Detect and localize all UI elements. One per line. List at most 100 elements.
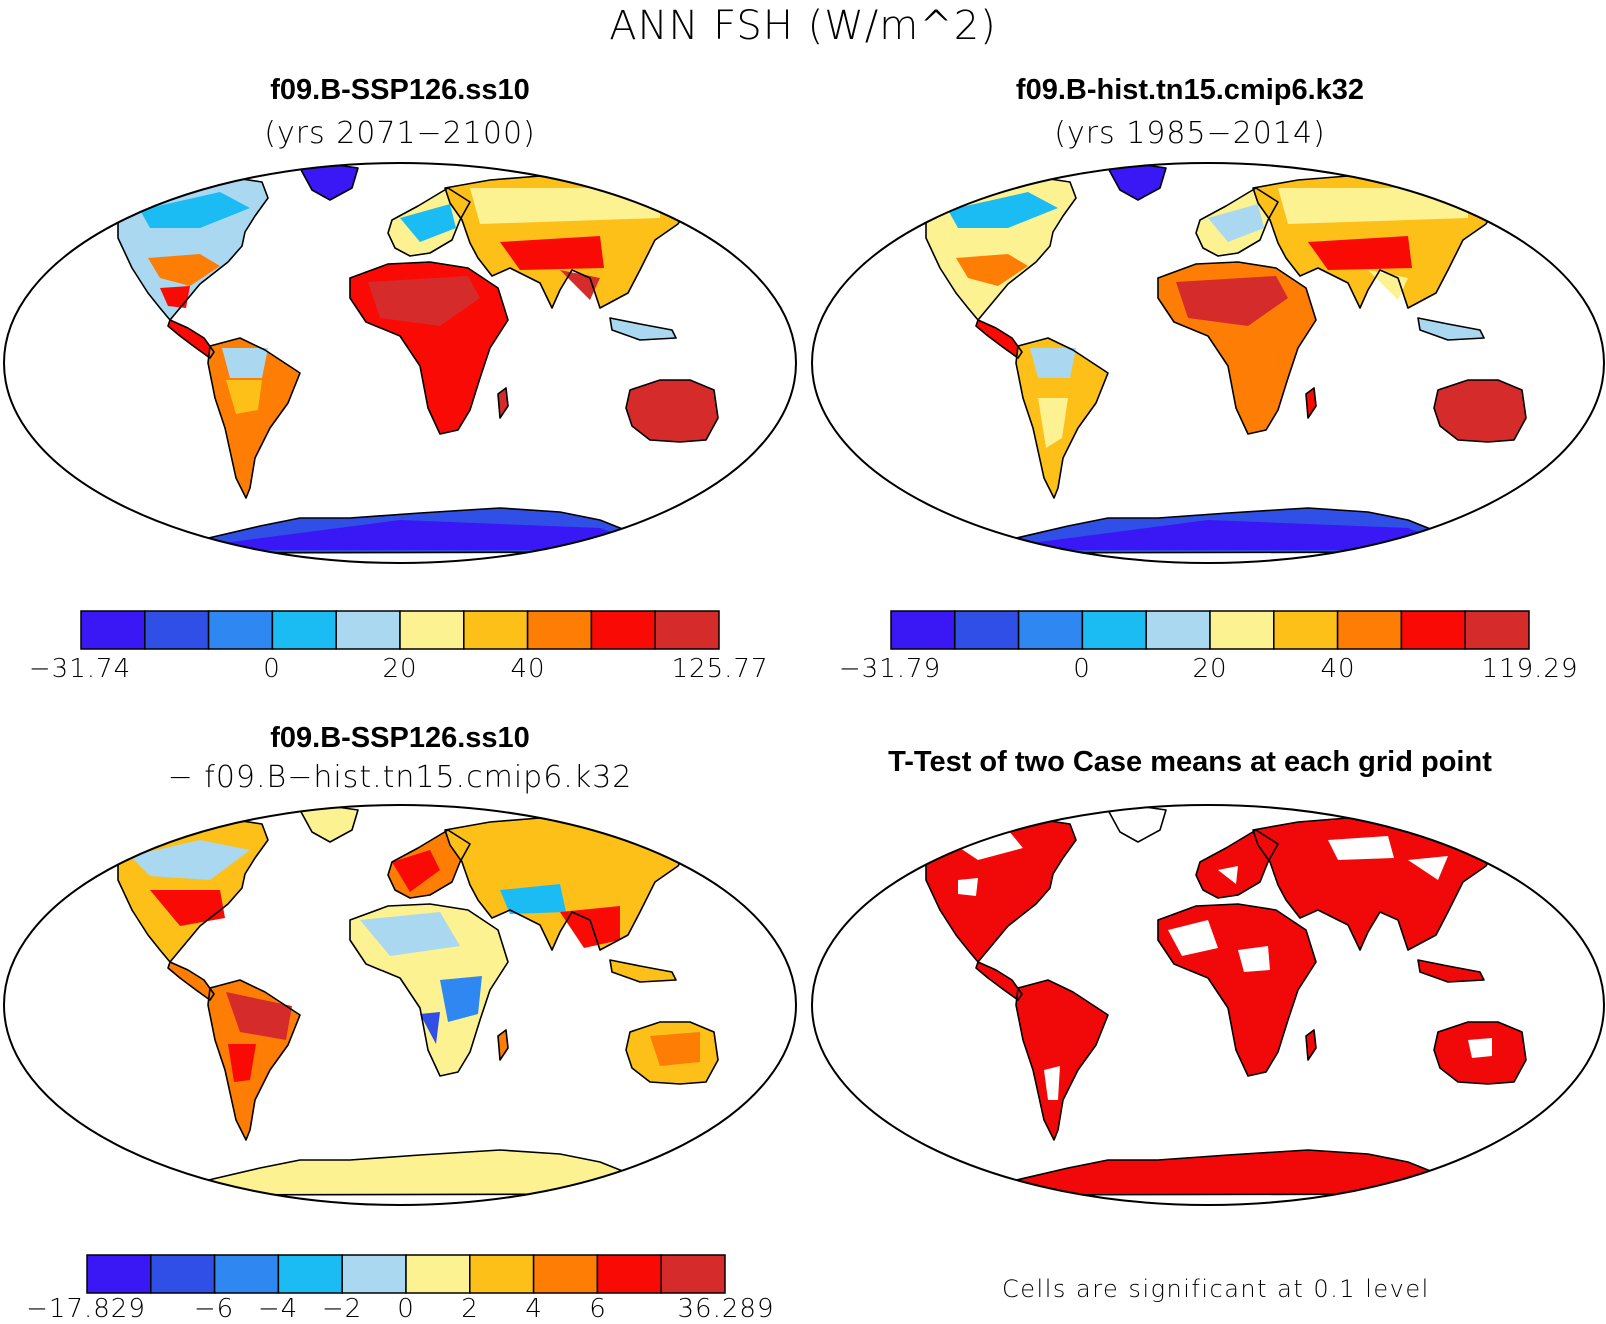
land-greenland <box>300 806 358 842</box>
field-patch <box>222 348 268 378</box>
colorbar-swatch <box>80 610 146 650</box>
field-patch <box>1208 204 1264 242</box>
colorbar-swatch <box>469 1254 535 1294</box>
case-panel-subtitle: (yrs 2071−2100) <box>264 116 536 151</box>
field-patch <box>1328 836 1394 860</box>
control-colorbar-label: 119.29 <box>1481 654 1579 684</box>
coastline-samerica <box>1015 337 1109 499</box>
field-patch <box>470 188 660 224</box>
field-patch <box>1044 1066 1060 1100</box>
colorbar-swatch <box>1336 610 1403 650</box>
coastline-samerica <box>1015 979 1109 1141</box>
colorbar-swatch <box>654 610 720 650</box>
field-patch <box>170 520 660 550</box>
field-patch <box>1408 856 1448 880</box>
coastline-samerica <box>207 979 301 1141</box>
control-panel-title: f09.B-hist.tn15.cmip6.k32 <box>1015 74 1365 106</box>
coastline-australia <box>1433 379 1527 443</box>
colorbar-swatch <box>463 610 529 650</box>
land-camerica <box>976 962 1022 1000</box>
field-patch <box>1168 920 1218 956</box>
colorbar-swatch <box>1081 610 1147 650</box>
coastline-australia <box>625 379 719 443</box>
case-colorbar-label: 0 <box>263 654 281 684</box>
case-colorbar-label: −31.74 <box>28 654 132 684</box>
field-patch <box>1038 398 1068 448</box>
map-land-layer <box>117 163 719 554</box>
case-map <box>3 162 797 564</box>
land-camerica <box>168 320 214 358</box>
difference-colorbar-label: 0 <box>397 1294 415 1324</box>
difference-colorbar-label: −4 <box>257 1294 299 1324</box>
colorbar-swatch <box>1273 610 1339 650</box>
colorbar-swatch <box>277 1254 343 1294</box>
land-europe <box>1196 830 1278 898</box>
map-land-layer <box>925 805 1527 1196</box>
field-patch <box>470 830 660 866</box>
land-camerica <box>976 320 1022 358</box>
field-patch <box>948 192 1058 228</box>
map-land-layer <box>925 163 1527 554</box>
land-antarctica <box>150 1150 660 1195</box>
field-patch <box>1278 188 1468 224</box>
coastline-africa <box>349 261 509 435</box>
colorbar-swatch <box>526 610 593 650</box>
control-colorbar-label: 40 <box>1320 654 1356 684</box>
difference-colorbar-label: −6 <box>193 1294 235 1324</box>
figure-title: ANN FSH (W/m^2) <box>609 3 997 49</box>
field-patch <box>1176 276 1288 326</box>
coastline-africa <box>1157 261 1317 435</box>
control-panel-subtitle: (yrs 1985−2014) <box>1054 116 1326 151</box>
field-patch <box>148 254 220 286</box>
colorbar-swatch <box>335 610 401 650</box>
coastline-madagascar <box>497 387 509 419</box>
colorbar-swatch <box>86 1254 152 1294</box>
field-patch <box>978 520 1468 550</box>
field-patch <box>308 170 350 196</box>
coastline-europe <box>387 187 471 257</box>
land-madagascar <box>1306 1030 1316 1060</box>
colorbar-swatch <box>150 1254 216 1294</box>
map-boundary <box>3 162 797 564</box>
land-samerica <box>1016 980 1108 1140</box>
colorbar-swatch <box>1209 610 1275 650</box>
ttest-map <box>811 804 1605 1206</box>
coastline-indonesia <box>1417 959 1485 983</box>
colorbar-swatch <box>144 610 210 650</box>
control-colorbar-label: −31.79 <box>838 654 942 684</box>
colorbar-swatch <box>341 1254 407 1294</box>
control-colorbar-label: 0 <box>1073 654 1091 684</box>
field-patch <box>500 884 566 914</box>
case-colorbar-label: 20 <box>382 654 418 684</box>
field-patch <box>958 878 978 896</box>
map-boundary <box>3 804 797 1206</box>
field-patch <box>160 286 190 308</box>
difference-panel-subtitle: − f09.B−hist.tn15.cmip6.k32 <box>167 760 633 795</box>
coastline-madagascar <box>497 1029 509 1061</box>
land-australia <box>626 380 718 442</box>
colorbar-swatch <box>596 1254 662 1294</box>
field-patch <box>430 348 470 398</box>
field-patch <box>226 992 292 1040</box>
colorbar-swatch <box>1145 610 1211 650</box>
field-patch <box>500 236 604 270</box>
field-patch <box>560 906 620 948</box>
colorbar-swatch <box>660 1254 726 1294</box>
field-patch <box>130 840 250 880</box>
colorbar-swatch <box>405 1254 471 1294</box>
map-boundary <box>811 162 1605 564</box>
map-boundary <box>811 804 1605 1206</box>
significance-note: Cells are significant at 0.1 level <box>1002 1275 1430 1303</box>
case-panel-title: f09.B-SSP126.ss10 <box>270 74 530 106</box>
difference-colorbar-label: 2 <box>461 1294 479 1324</box>
coastline-africa <box>349 903 509 1077</box>
coastline-indonesia <box>609 317 677 341</box>
field-patch <box>1468 1038 1492 1058</box>
coastline-australia <box>625 1021 719 1085</box>
difference-colorbar-label: −2 <box>321 1294 363 1324</box>
coastline-europe <box>1195 829 1279 899</box>
colorbar-swatch <box>890 610 956 650</box>
map-land-layer <box>117 805 719 1196</box>
land-greenland <box>1108 806 1166 842</box>
difference-colorbar-label: −17.829 <box>26 1294 146 1324</box>
